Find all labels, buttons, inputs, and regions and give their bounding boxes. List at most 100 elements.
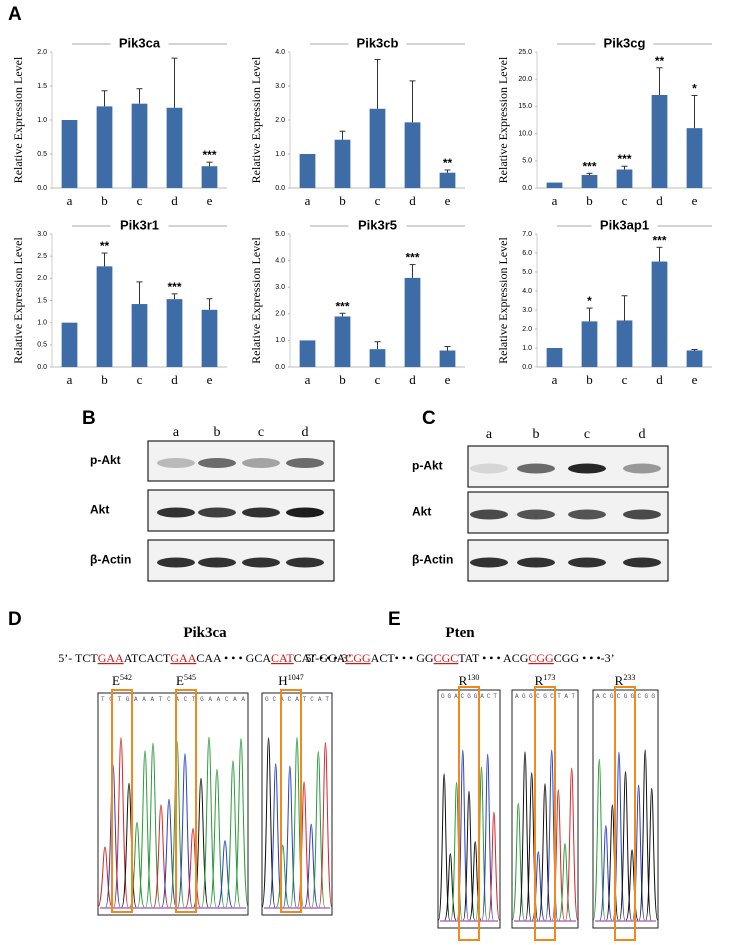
x-tick-label: a [67,193,73,208]
gene-name: Pten [445,625,475,641]
sequence-segment: CAA • • • GCA [196,651,271,665]
significance: ** [443,156,453,170]
trace-peak [558,843,572,921]
bar [439,350,456,367]
site-label: H1047 [278,673,303,688]
base-calls: GGACGGACT [441,693,497,700]
title-bg [348,36,407,52]
trace-peak [565,767,579,921]
site-highlight [458,686,480,941]
site-label: E545 [176,673,196,688]
y-axis-label: Relative Expression Level [11,237,25,364]
blot-band [242,557,280,568]
title-bg [591,218,658,234]
x-tick-label: e [207,372,213,387]
error-bar [374,58,381,109]
trace-peak [592,758,606,921]
x-tick-label: d [409,193,416,208]
y-tick-label: 15.0 [518,103,532,110]
y-tick-label: 6.0 [522,250,532,257]
trace-peak [145,742,161,908]
x-tick-label: a [552,372,558,387]
position: 173 [543,673,555,682]
blot-band [286,458,324,468]
significance: *** [582,159,596,173]
trace-peak [275,844,290,908]
y-tick-label: 1.0 [522,345,532,352]
blot-band [157,557,195,568]
blot-row-label: Akt [90,503,109,517]
blot-band [568,557,606,568]
sequence: 5’-GGACGGACT• • • GGCGCTAT • • • ACGCGGC… [305,651,614,665]
y-tick-label: 2.0 [522,326,532,333]
x-tick-label: e [692,193,698,208]
residue: E [112,673,120,688]
blot-band [198,557,236,568]
blot-band [470,557,508,568]
blot-band [568,509,606,520]
sequence-segment: ACT• • • GG [371,651,434,665]
bar [439,172,456,188]
trace-peak [217,840,233,908]
bar [96,106,113,188]
sequence-segment: CGG • • •-3’ [554,651,615,665]
site-highlight [534,686,556,941]
site-label: R233 [615,673,636,688]
lane-label: a [173,425,180,440]
site-label: E542 [112,673,132,688]
bar [131,103,148,188]
significance: ** [655,54,665,68]
error-bar [586,307,593,322]
y-tick-label: 4.0 [275,257,285,264]
residue: E [176,673,184,688]
residue: H [278,673,287,688]
blot-row-label: β-Actin [412,553,453,567]
blot-band [623,463,661,474]
x-tick-label: b [586,193,593,208]
trace-peak [268,763,283,908]
bar [546,182,563,188]
significance: *** [202,148,216,162]
error-bar [136,88,143,104]
x-tick-label: d [171,372,178,387]
chart-title: Pik3cg [604,35,646,50]
residue: R [615,673,624,688]
significance: *** [335,299,349,313]
title-bg [110,218,169,234]
blot-band [242,507,280,518]
error-bar [586,172,593,175]
trace-peak [487,811,500,921]
y-tick-label: 0.5 [37,151,47,158]
site-highlight [111,689,133,913]
chart-title: Pik3r5 [358,217,397,232]
lane-label: c [258,425,264,440]
y-tick-label: 4.0 [522,288,532,295]
blot-band [157,458,195,468]
trace-peak [129,821,145,908]
y-tick-label: 25.0 [518,49,532,56]
x-tick-label: b [101,372,108,387]
blot-band [242,458,280,468]
error-bar [656,246,663,262]
y-tick-label: 20.0 [518,76,532,83]
sequence-segment: GAA [98,651,124,665]
y-tick-label: 2.0 [275,311,285,318]
bar [616,169,633,188]
significance: *** [617,152,631,166]
trace-peak [481,753,494,921]
x-tick-label: d [409,372,416,387]
sequence-segment: 5’-GGA [305,651,345,665]
y-tick-label: 1.0 [37,320,47,327]
y-tick-label: 2.0 [275,117,285,124]
trace-peak [177,753,193,908]
chart-title: Pik3ca [119,35,161,50]
y-axis-label: Relative Expression Level [11,56,25,183]
position: 545 [184,673,196,682]
y-tick-label: 2.0 [37,275,47,282]
lane-label: a [486,427,493,442]
bar [61,322,78,367]
y-tick-label: 2.0 [37,49,47,56]
trace-peak [113,737,129,908]
lane-label: d [302,425,309,440]
sequence-segment: CAT [271,651,294,665]
